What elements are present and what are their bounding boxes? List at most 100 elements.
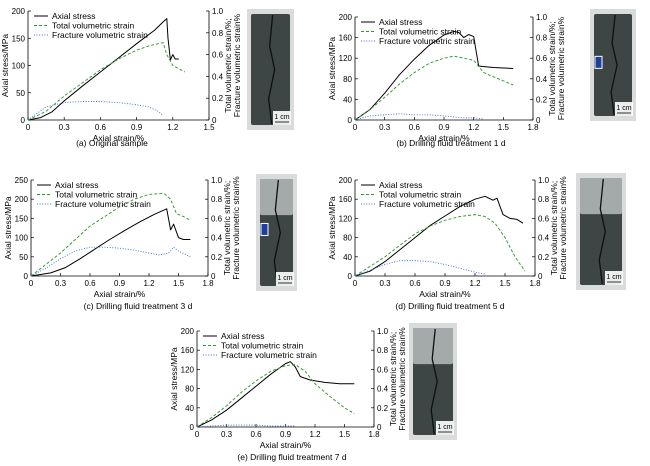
x-axis-title: Axial strain/% (94, 289, 146, 299)
panel-caption: (c) Drilling fluid treatment 3 d (84, 301, 193, 311)
y2-tick-label: 0.8 (377, 346, 389, 355)
y2-tick-label: 0.8 (212, 29, 224, 38)
x-tick-label: 1.8 (529, 279, 541, 288)
x-tick-label: 1.2 (143, 279, 155, 288)
y-tick-label: 160 (339, 34, 353, 43)
sample-photo: 1 cm (409, 323, 457, 440)
y-tick-label: 40 (343, 253, 352, 262)
y2-tick-label: 0 (536, 116, 541, 125)
x-tick-label: 0 (353, 123, 358, 132)
x-tick-label: 0 (353, 279, 358, 288)
series-line-1 (354, 214, 526, 277)
y-axis-title: Axial stress/MPa (3, 196, 13, 260)
scale-bar-bg (273, 111, 291, 125)
legend-entry-1: Total volumetric strain (221, 341, 303, 351)
legend-entry-0: Axial stress (379, 180, 422, 190)
crack-line (598, 178, 606, 285)
legend-entry-0: Axial stress (52, 11, 95, 21)
series-line-2 (196, 424, 296, 428)
legend-entry-1: Total volumetric strain (55, 190, 137, 200)
y2-axis-title: Total volumetric strain/%; (549, 181, 559, 275)
x-tick-label: 0.9 (439, 279, 451, 288)
panel-caption: (a) Original sample (76, 138, 148, 148)
y2-tick-label: 1.0 (211, 176, 223, 185)
x-tick-label: 0.3 (59, 123, 71, 132)
y2-tick-label: 0.6 (536, 54, 548, 63)
x-tick-label: 1.5 (499, 279, 511, 288)
y-tick-label: 160 (339, 195, 353, 204)
scale-bar-bg (615, 102, 633, 116)
y2-tick-label: 0.8 (211, 195, 223, 204)
y2-tick-label: 1.0 (377, 327, 389, 336)
series-line-1 (27, 42, 186, 121)
y2-tick-label: 0.6 (377, 365, 389, 374)
y2-axis-title: Total volumetric strain/%; (547, 21, 557, 115)
y-axis-title: Axial stress/MPa (327, 196, 337, 260)
y2-tick-label: 0 (212, 116, 217, 125)
series-line-2 (27, 101, 164, 121)
x-tick-label: 1.8 (368, 430, 380, 439)
y-tick-label: 150 (15, 214, 29, 223)
scale-bar-bg (276, 272, 294, 286)
x-tick-label: 1.2 (468, 123, 480, 132)
x-tick-label: 1.5 (173, 279, 185, 288)
legend-entry-1: Total volumetric strain (52, 21, 134, 31)
x-tick-label: 1.2 (309, 430, 321, 439)
crack-line (430, 328, 438, 435)
x-axis-title: Axial strain/% (260, 440, 312, 450)
y2-tick-label: 0.4 (211, 234, 223, 243)
legend-entry-1: Total volumetric strain (379, 27, 461, 37)
y2-tick-label: 0.2 (212, 94, 224, 103)
y-tick-label: 150 (12, 34, 26, 43)
y-tick-label: 80 (343, 75, 352, 84)
y2-tick-label: 0.2 (538, 253, 550, 262)
crack-line (267, 14, 276, 125)
sample-label-tag (260, 222, 269, 236)
x-tick-label: 0.6 (84, 279, 96, 288)
y-tick-label: 120 (339, 54, 353, 63)
y2-tick-label: 0.6 (212, 51, 224, 60)
y2-axis-title-2: Fracture volumetric strain% (558, 176, 568, 280)
y-tick-label: 200 (12, 7, 26, 16)
sample-photo: 1 cm (576, 173, 626, 290)
y-tick-label: 200 (15, 195, 29, 204)
y-tick-label: 80 (343, 234, 352, 243)
x-tick-label: 1.5 (498, 123, 510, 132)
series-line-0 (354, 30, 514, 121)
series-line-2 (354, 113, 484, 121)
series-line-1 (30, 192, 191, 277)
sample-photo: 1 cm (256, 174, 297, 291)
y2-tick-label: 1.0 (212, 7, 224, 16)
x-tick-label: 1.8 (527, 123, 539, 132)
y2-axis-title-2: Fracture volumetric strain% (232, 13, 242, 117)
y-tick-label: 40 (185, 404, 194, 413)
x-axis-title: Axial strain/% (93, 133, 145, 143)
y2-axis-title-2: Fracture volumetric strain% (556, 16, 566, 120)
y-tick-label: 80 (185, 385, 194, 394)
scale-bar-bg (436, 421, 454, 435)
panel-2: 0 0.3 0.6 0.9 1.2 1.5 1.805010015020025000.20.… (3, 174, 297, 311)
series-line-0 (196, 361, 355, 428)
series-line-0 (354, 195, 524, 277)
x-tick-label: 0.9 (280, 430, 292, 439)
y2-tick-label: 0.8 (538, 195, 550, 204)
legend-entry-0: Axial stress (379, 17, 422, 27)
scale-bar-label: 1 cm (274, 114, 289, 121)
rock-sample (594, 14, 632, 116)
crack-line (610, 14, 618, 116)
x-tick-label: 1.5 (203, 123, 215, 132)
legend-entry-0: Axial stress (221, 331, 264, 341)
sample-photo: 1 cm (590, 9, 636, 121)
scale-bar-label: 1 cm (616, 105, 631, 112)
y-axis-title: Axial stress/MPa (169, 347, 179, 411)
x-tick-label: 0 (26, 123, 31, 132)
x-tick-label: 0.9 (131, 123, 143, 132)
y2-tick-label: 0 (538, 272, 543, 281)
y2-tick-label: 1.0 (538, 176, 550, 185)
y2-axis-title: Total volumetric strain/%; (223, 18, 233, 112)
y-tick-label: 40 (343, 95, 352, 104)
y-axis-title: Axial stress/MPa (327, 37, 337, 101)
y2-tick-label: 1.0 (536, 13, 548, 22)
legend-entry-2: Fracture volumetric strain (379, 36, 475, 46)
